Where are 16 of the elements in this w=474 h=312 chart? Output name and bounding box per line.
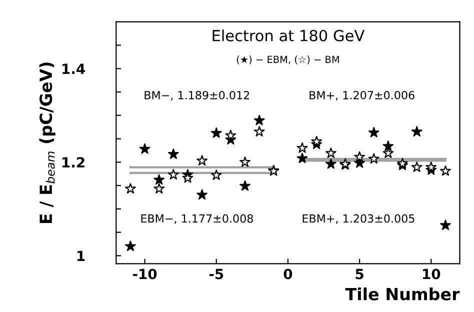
x-tick-label: 5 — [356, 268, 364, 280]
y-tick-label: 1.4 — [62, 64, 85, 74]
x-tick-label: 10 — [423, 268, 440, 280]
chart-title: Electron at 180 GeV — [212, 30, 365, 42]
x-tick-label: -5 — [209, 268, 224, 280]
text: (★) − EBM, (☆) − BM — [236, 56, 339, 64]
x-tick-label: 0 — [284, 268, 292, 280]
annotation: EBM+, 1.203±0.005 — [302, 214, 414, 224]
annotation: BM+, 1.207±0.006 — [310, 90, 414, 101]
annotation: BM−, 1.189±0.012 — [144, 90, 250, 101]
annotation: EBM−, 1.177±0.008 — [141, 214, 253, 224]
y-tick-label: 1.2 — [62, 157, 84, 168]
x-tick-label: -10 — [132, 268, 157, 280]
x-axis-title: Tile Number — [345, 288, 460, 300]
y-tick-label: 1 — [77, 250, 85, 261]
y-axis-title: E / E$_{beam}$ (pC/GeV) — [39, 62, 56, 223]
